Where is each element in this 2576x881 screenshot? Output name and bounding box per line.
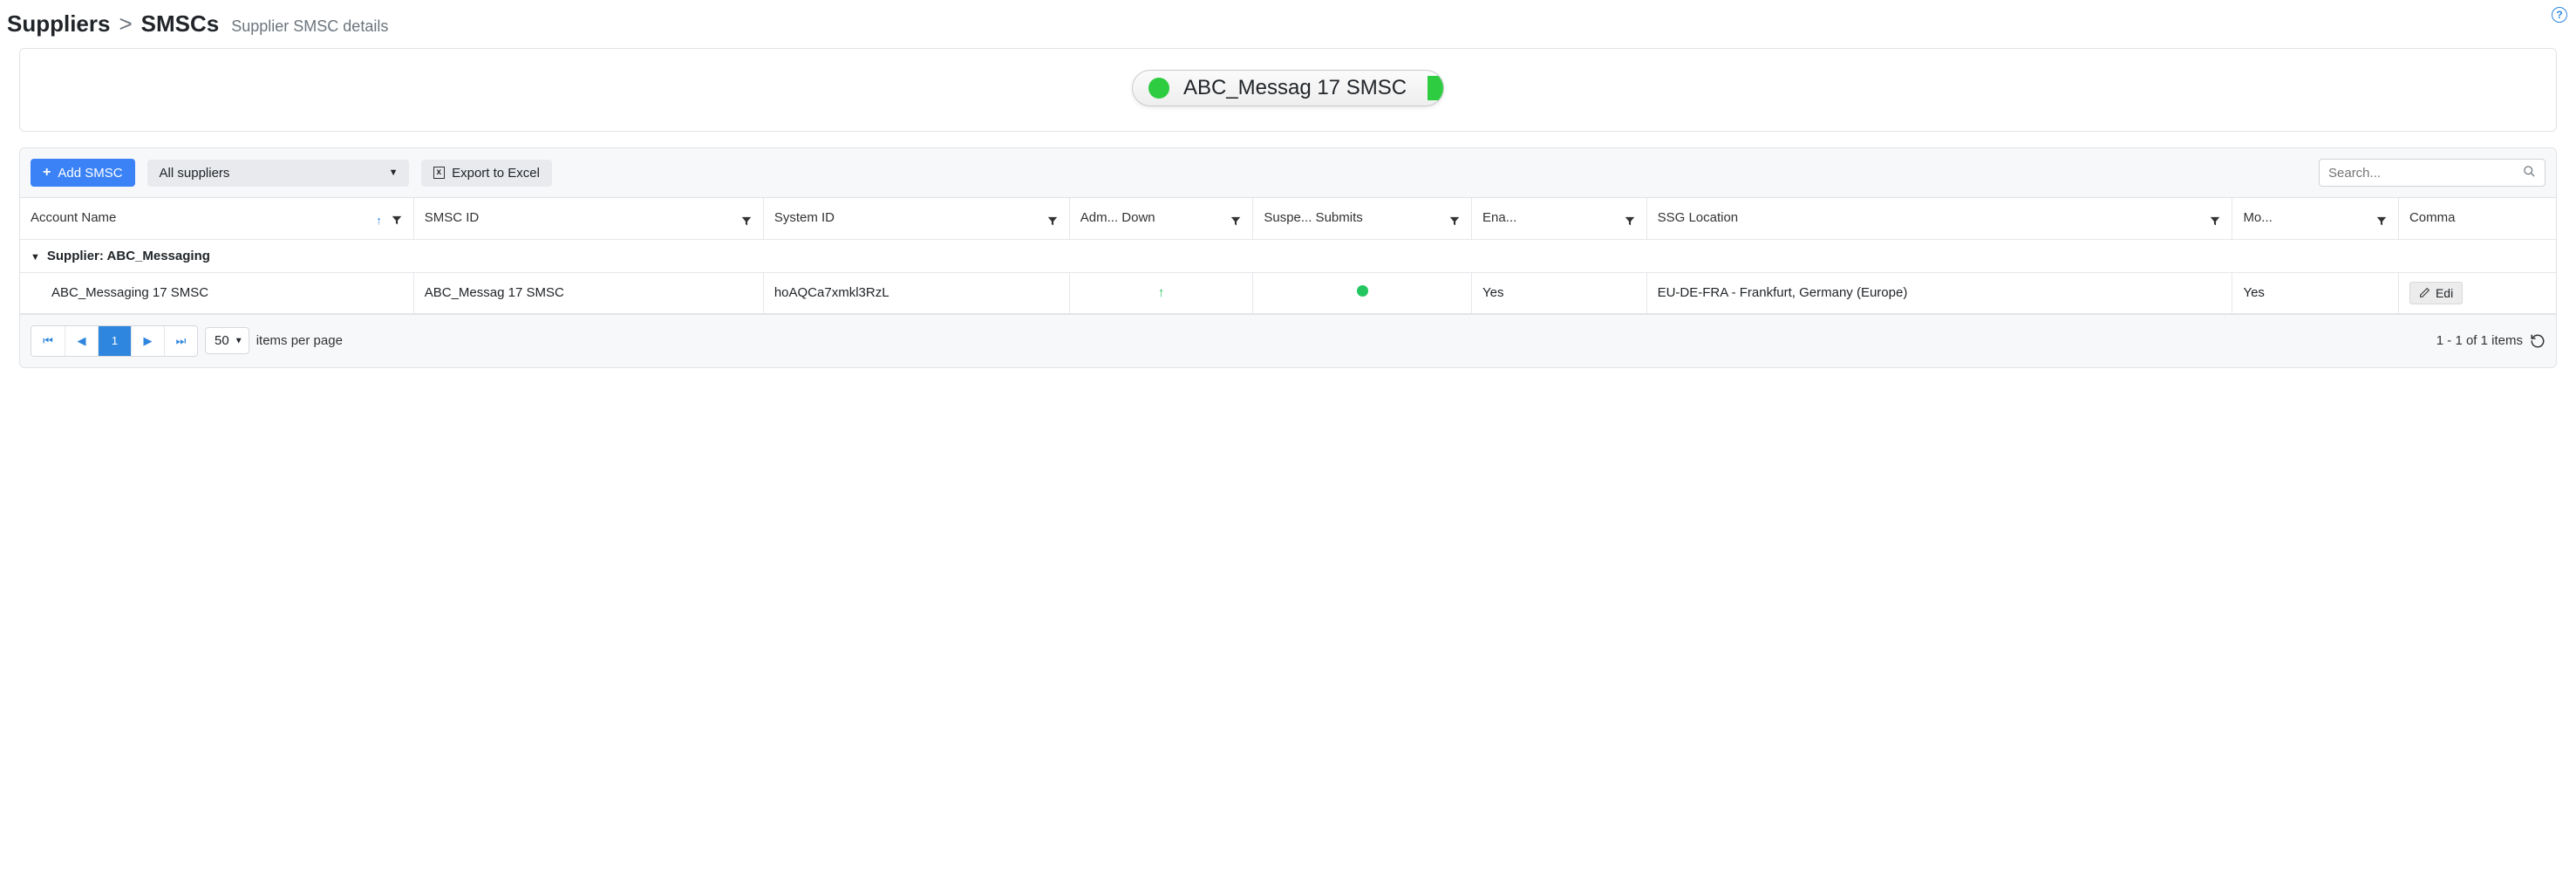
cell-ssgLocation: EU-DE-FRA - Frankfurt, Germany (Europe)	[1646, 272, 2232, 313]
supplier-filter-dropdown[interactable]: All suppliers ▼	[147, 160, 409, 187]
header-panel: ABC_Messag 17 SMSC	[19, 48, 2557, 132]
pager-last-button[interactable]: ⏭	[164, 326, 197, 356]
refresh-button[interactable]	[2530, 333, 2545, 349]
breadcrumb: Suppliers > SMSCs	[7, 10, 219, 38]
column-label: Account Name	[31, 210, 116, 227]
column-label: SSG Location	[1658, 210, 1739, 227]
pager-next-button[interactable]: ▶	[131, 326, 164, 356]
column-header-adminDown[interactable]: Adm... Down	[1069, 198, 1253, 239]
add-smsc-button[interactable]: + Add SMSC	[31, 159, 135, 187]
cell-adminDown: ↑	[1069, 272, 1253, 313]
column-header-commands[interactable]: Comma	[2398, 198, 2556, 239]
cell-smscId: ABC_Messag 17 SMSC	[413, 272, 763, 313]
pager-page-current[interactable]: 1	[98, 326, 131, 356]
status-dot-icon	[1148, 78, 1169, 99]
cell-systemId: hoAQCa7xmkl3RzL	[763, 272, 1069, 313]
export-excel-label: Export to Excel	[452, 167, 540, 180]
filter-icon[interactable]	[391, 214, 403, 226]
table-row[interactable]: ABC_Messaging 17 SMSCABC_Messag 17 SMSCh…	[20, 272, 2556, 313]
plus-icon: +	[43, 166, 51, 180]
pager-prev-button[interactable]: ◀	[65, 326, 98, 356]
search-input[interactable]	[2328, 166, 2523, 181]
page-size-value: 50	[215, 333, 229, 348]
breadcrumb-root[interactable]: Suppliers	[7, 10, 110, 38]
title-chip: ABC_Messag 17 SMSC	[1132, 70, 1444, 106]
excel-icon: x	[433, 167, 446, 179]
edit-button[interactable]: Edi	[2409, 282, 2463, 304]
filter-icon[interactable]	[2209, 215, 2221, 227]
filter-icon[interactable]	[1448, 215, 1461, 227]
column-label: System ID	[774, 210, 835, 227]
collapse-icon: ▼	[31, 252, 40, 263]
add-smsc-label: Add SMSC	[58, 167, 122, 180]
column-header-mo[interactable]: Mo...	[2232, 198, 2399, 239]
cell-accountName: ABC_Messaging 17 SMSC	[20, 272, 413, 313]
filter-icon[interactable]	[740, 215, 753, 227]
edit-label: Edi	[2436, 286, 2453, 300]
breadcrumb-separator: >	[119, 10, 132, 38]
column-header-smscId[interactable]: SMSC ID	[413, 198, 763, 239]
data-grid: Account Name ↑ SMSC ID System ID Adm... Down…	[20, 198, 2556, 314]
pager-summary: 1 - 1 of 1 items	[2436, 333, 2523, 348]
filter-icon[interactable]	[1230, 215, 1242, 227]
breadcrumb-row: Suppliers > SMSCs Supplier SMSC details …	[7, 7, 2569, 48]
filter-icon[interactable]	[2375, 215, 2388, 227]
chevron-down-icon: ▼	[235, 336, 243, 345]
cell-mo: Yes	[2232, 272, 2399, 313]
grid-panel: + Add SMSC All suppliers ▼ x Export to E…	[19, 147, 2557, 368]
group-value: ABC_Messaging	[107, 249, 210, 263]
pencil-icon	[2419, 287, 2430, 298]
column-label: Adm... Down	[1080, 210, 1155, 227]
arrow-up-icon: ↑	[1158, 285, 1165, 300]
title-chip-label: ABC_Messag 17 SMSC	[1183, 76, 1407, 100]
pager-first-button[interactable]: ⏮	[31, 326, 65, 356]
column-label: Mo...	[2243, 210, 2272, 227]
cell-commands: Edi	[2398, 272, 2556, 313]
grid-scroll[interactable]: Account Name ↑ SMSC ID System ID Adm... Down…	[20, 198, 2556, 314]
column-label: SMSC ID	[425, 210, 480, 227]
grid-toolbar: + Add SMSC All suppliers ▼ x Export to E…	[20, 148, 2556, 198]
column-header-enabled[interactable]: Ena...	[1472, 198, 1647, 239]
column-header-systemId[interactable]: System ID	[763, 198, 1069, 239]
breadcrumb-current[interactable]: SMSCs	[141, 10, 220, 38]
column-header-suspendSubmits[interactable]: Suspe... Submits	[1253, 198, 1472, 239]
search-input-wrap	[2319, 159, 2545, 187]
column-label: Ena...	[1482, 210, 1516, 227]
cell-enabled: Yes	[1472, 272, 1647, 313]
column-header-accountName[interactable]: Account Name ↑	[20, 198, 413, 239]
filter-icon[interactable]	[1046, 215, 1059, 227]
help-icon[interactable]: ?	[2552, 7, 2567, 23]
per-page-label: items per page	[256, 333, 343, 348]
chevron-down-icon: ▼	[389, 168, 399, 178]
search-icon	[2523, 165, 2536, 181]
column-label: Comma	[2409, 210, 2456, 227]
grid-pager: ⏮ ◀ 1 ▶ ⏭ 50 ▼ items per page 1 - 1 of 1…	[20, 314, 2556, 367]
cell-suspendSubmits	[1253, 272, 1472, 313]
export-excel-button[interactable]: x Export to Excel	[421, 160, 552, 187]
pager-buttons: ⏮ ◀ 1 ▶ ⏭	[31, 325, 198, 357]
title-chip-accent	[1428, 76, 1443, 100]
group-row[interactable]: ▼ Supplier: ABC_Messaging	[20, 239, 2556, 272]
breadcrumb-subtitle: Supplier SMSC details	[231, 17, 388, 36]
grid-header-row: Account Name ↑ SMSC ID System ID Adm... Down…	[20, 198, 2556, 239]
column-header-ssgLocation[interactable]: SSG Location	[1646, 198, 2232, 239]
group-prefix: Supplier:	[47, 249, 104, 263]
supplier-filter-label: All suppliers	[160, 167, 230, 180]
page-size-dropdown[interactable]: 50 ▼	[205, 327, 249, 354]
filter-icon[interactable]	[1624, 215, 1636, 227]
sort-asc-icon: ↑	[376, 214, 382, 227]
status-dot-icon	[1357, 285, 1368, 297]
column-label: Suspe... Submits	[1264, 210, 1362, 227]
